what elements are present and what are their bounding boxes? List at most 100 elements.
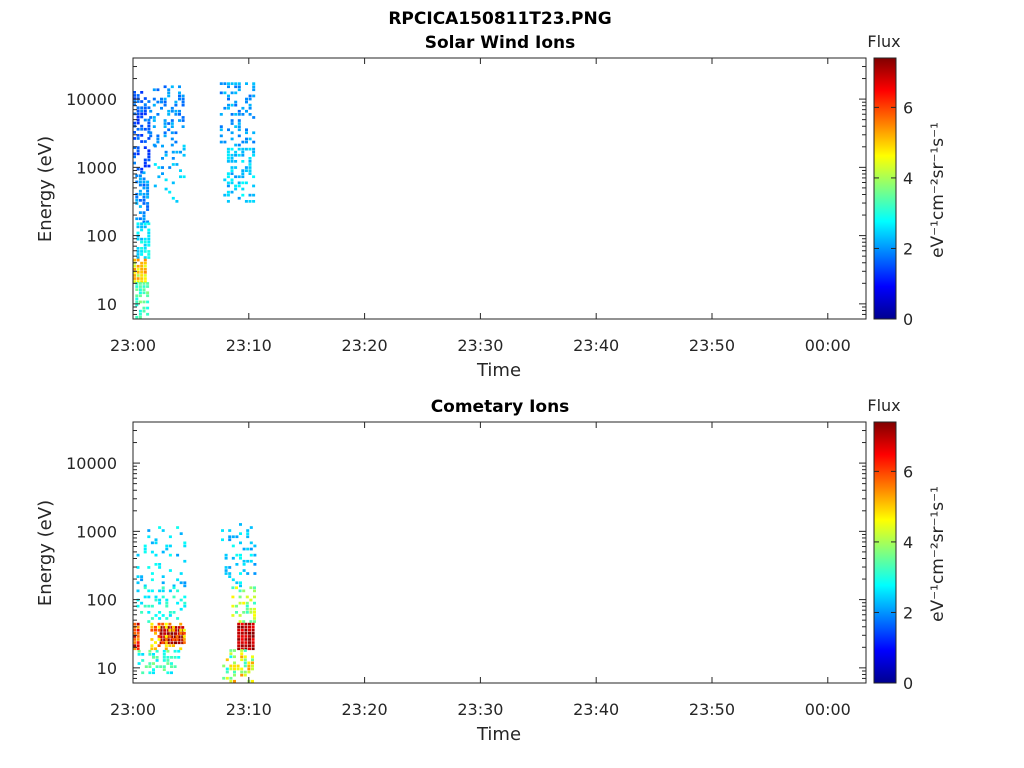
flux-cell [248, 641, 251, 644]
flux-cell [223, 91, 227, 95]
flux-cell [136, 115, 140, 119]
flux-cell [236, 667, 240, 671]
flux-cell [140, 277, 144, 280]
flux-cell [165, 604, 169, 608]
x-tick-label: 23:30 [457, 700, 503, 719]
flux-cell [246, 572, 250, 575]
flux-cell [178, 85, 181, 89]
flux-cell [181, 103, 185, 107]
flux-cell [142, 217, 146, 221]
flux-cell [142, 291, 146, 295]
flux-cell [248, 647, 251, 651]
flux-cell [233, 661, 236, 665]
flux-cell [230, 103, 234, 107]
flux-cell [229, 652, 233, 655]
flux-cell [161, 529, 165, 532]
flux-cell [235, 553, 239, 557]
flux-cell [172, 611, 176, 614]
flux-cell [234, 153, 238, 157]
flux-cell [161, 589, 165, 593]
flux-cell [221, 538, 224, 542]
flux-cell [225, 676, 229, 680]
y-tick-label: 10000 [66, 90, 117, 109]
flux-cell [170, 632, 174, 635]
flux-cell [222, 676, 226, 680]
x-tick-label: 23:00 [110, 700, 156, 719]
flux-cell [136, 641, 140, 644]
flux-cell [138, 294, 142, 298]
x-tick-label: 23:20 [342, 336, 388, 355]
flux-cell [156, 140, 160, 144]
flux-cell [253, 620, 256, 623]
flux-cell [143, 547, 147, 551]
flux-cell [244, 200, 248, 203]
flux-cell [229, 649, 233, 652]
flux-cell [233, 664, 236, 668]
flux-cell [142, 288, 146, 291]
flux-cell [156, 137, 160, 141]
flux-cell [177, 638, 181, 641]
flux-cell [179, 150, 182, 154]
flux-cell [238, 589, 242, 593]
flux-cell [138, 189, 142, 193]
flux-cell [168, 535, 172, 539]
flux-cell [147, 121, 151, 125]
flux-cell [234, 125, 238, 128]
flux-cell [170, 119, 174, 122]
flux-cell [248, 200, 252, 203]
flux-cell [253, 563, 257, 566]
flux-cell [140, 601, 144, 605]
flux-cell [160, 106, 163, 110]
flux-cell [162, 656, 166, 659]
flux-cell [230, 91, 234, 95]
flux-cell [175, 150, 179, 154]
flux-cell [158, 589, 162, 593]
x-axis-label: Time [476, 360, 521, 381]
flux-cell [173, 665, 177, 668]
flux-cell [147, 604, 151, 608]
flux-cell [239, 584, 242, 588]
flux-cell [150, 638, 154, 641]
flux-cell [133, 91, 136, 94]
flux-cell [231, 544, 235, 548]
flux-cell [155, 659, 159, 662]
flux-cell [230, 160, 234, 163]
flux-cell [239, 532, 242, 535]
flux-cell [177, 629, 181, 632]
flux-cell [140, 225, 144, 229]
flux-cell [148, 649, 152, 653]
flux-cell [241, 106, 245, 110]
flux-cell [237, 184, 241, 188]
flux-cell [143, 112, 147, 116]
flux-cell [138, 300, 142, 304]
flux-cell [251, 679, 254, 683]
flux-cell [142, 306, 146, 310]
flux-cell [158, 563, 162, 566]
flux-cell [136, 222, 140, 226]
flux-cell [136, 152, 140, 156]
flux-cell [143, 109, 147, 113]
flux-cell [133, 268, 136, 271]
flux-cell [147, 152, 151, 156]
flux-cell [170, 106, 174, 110]
flux-cell [230, 157, 234, 160]
flux-cell [164, 178, 168, 182]
flux-cell [237, 113, 241, 116]
flux-cell [163, 629, 167, 632]
flux-cell [233, 649, 236, 652]
flux-cell [138, 288, 142, 291]
colorbar-ticks: 0 2 4 6 [874, 462, 913, 693]
flux-cell [136, 149, 140, 153]
flux-cell [133, 638, 136, 641]
flux-cell [249, 620, 253, 623]
flux-cell [137, 649, 141, 653]
flux-cell [239, 581, 242, 585]
flux-cell [237, 134, 241, 138]
flux-cell [245, 607, 249, 611]
flux-cell [234, 91, 238, 95]
flux-cell [252, 153, 256, 157]
flux-cell [170, 656, 173, 659]
flux-cell [181, 116, 185, 119]
colorbar-label: Flux [867, 32, 900, 51]
